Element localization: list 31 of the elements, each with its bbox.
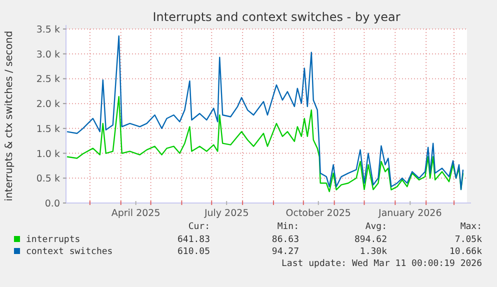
y-tick-label: 1.5 k: [36, 124, 60, 135]
legend-label: interrupts: [26, 235, 80, 245]
text: Avg:: [365, 222, 387, 232]
x-tick-label: October 2025: [286, 208, 351, 219]
text: Min:: [277, 222, 299, 232]
y-tick-label: 2.0 k: [36, 99, 60, 110]
text: 86.63: [272, 235, 299, 245]
y-tick-label: 1.0 k: [36, 148, 60, 160]
text: 94.27: [272, 247, 299, 257]
y-tick-label: 3.0 k: [36, 49, 60, 60]
text: 610.05: [177, 247, 210, 257]
text: 641.83: [177, 235, 210, 245]
text: 10.66k: [449, 247, 483, 257]
line-series: [66, 35, 464, 190]
x-tick-label: January 2026: [378, 208, 442, 219]
y-tick-label: 0.0: [44, 198, 60, 210]
chart-title: Interrupts and context switches - by year: [152, 10, 400, 24]
y-tick-label: 0.5 k: [36, 174, 60, 185]
y-tick-label: 3.5 k: [36, 24, 60, 36]
text: Last update: Wed Mar 11 00:00:19 2026: [282, 259, 482, 269]
text: 7.05k: [454, 235, 483, 245]
y-tick-label: 2.5 k: [36, 74, 60, 86]
text: 894.62: [354, 235, 387, 245]
line-series: [66, 96, 464, 192]
x-tick-label: April 2025: [111, 208, 160, 219]
y-axis-title: interrupts & ctx switches / second: [4, 30, 15, 202]
text: 1.30k: [360, 247, 388, 257]
legend-label: context switches: [26, 247, 113, 257]
x-tick-label: July 2025: [203, 208, 249, 219]
text: Max:: [460, 222, 482, 232]
text: Cur:: [188, 222, 210, 232]
